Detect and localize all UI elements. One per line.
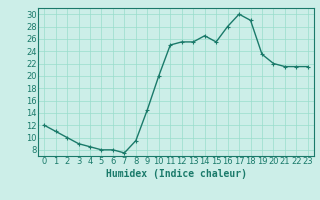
X-axis label: Humidex (Indice chaleur): Humidex (Indice chaleur) <box>106 169 246 179</box>
